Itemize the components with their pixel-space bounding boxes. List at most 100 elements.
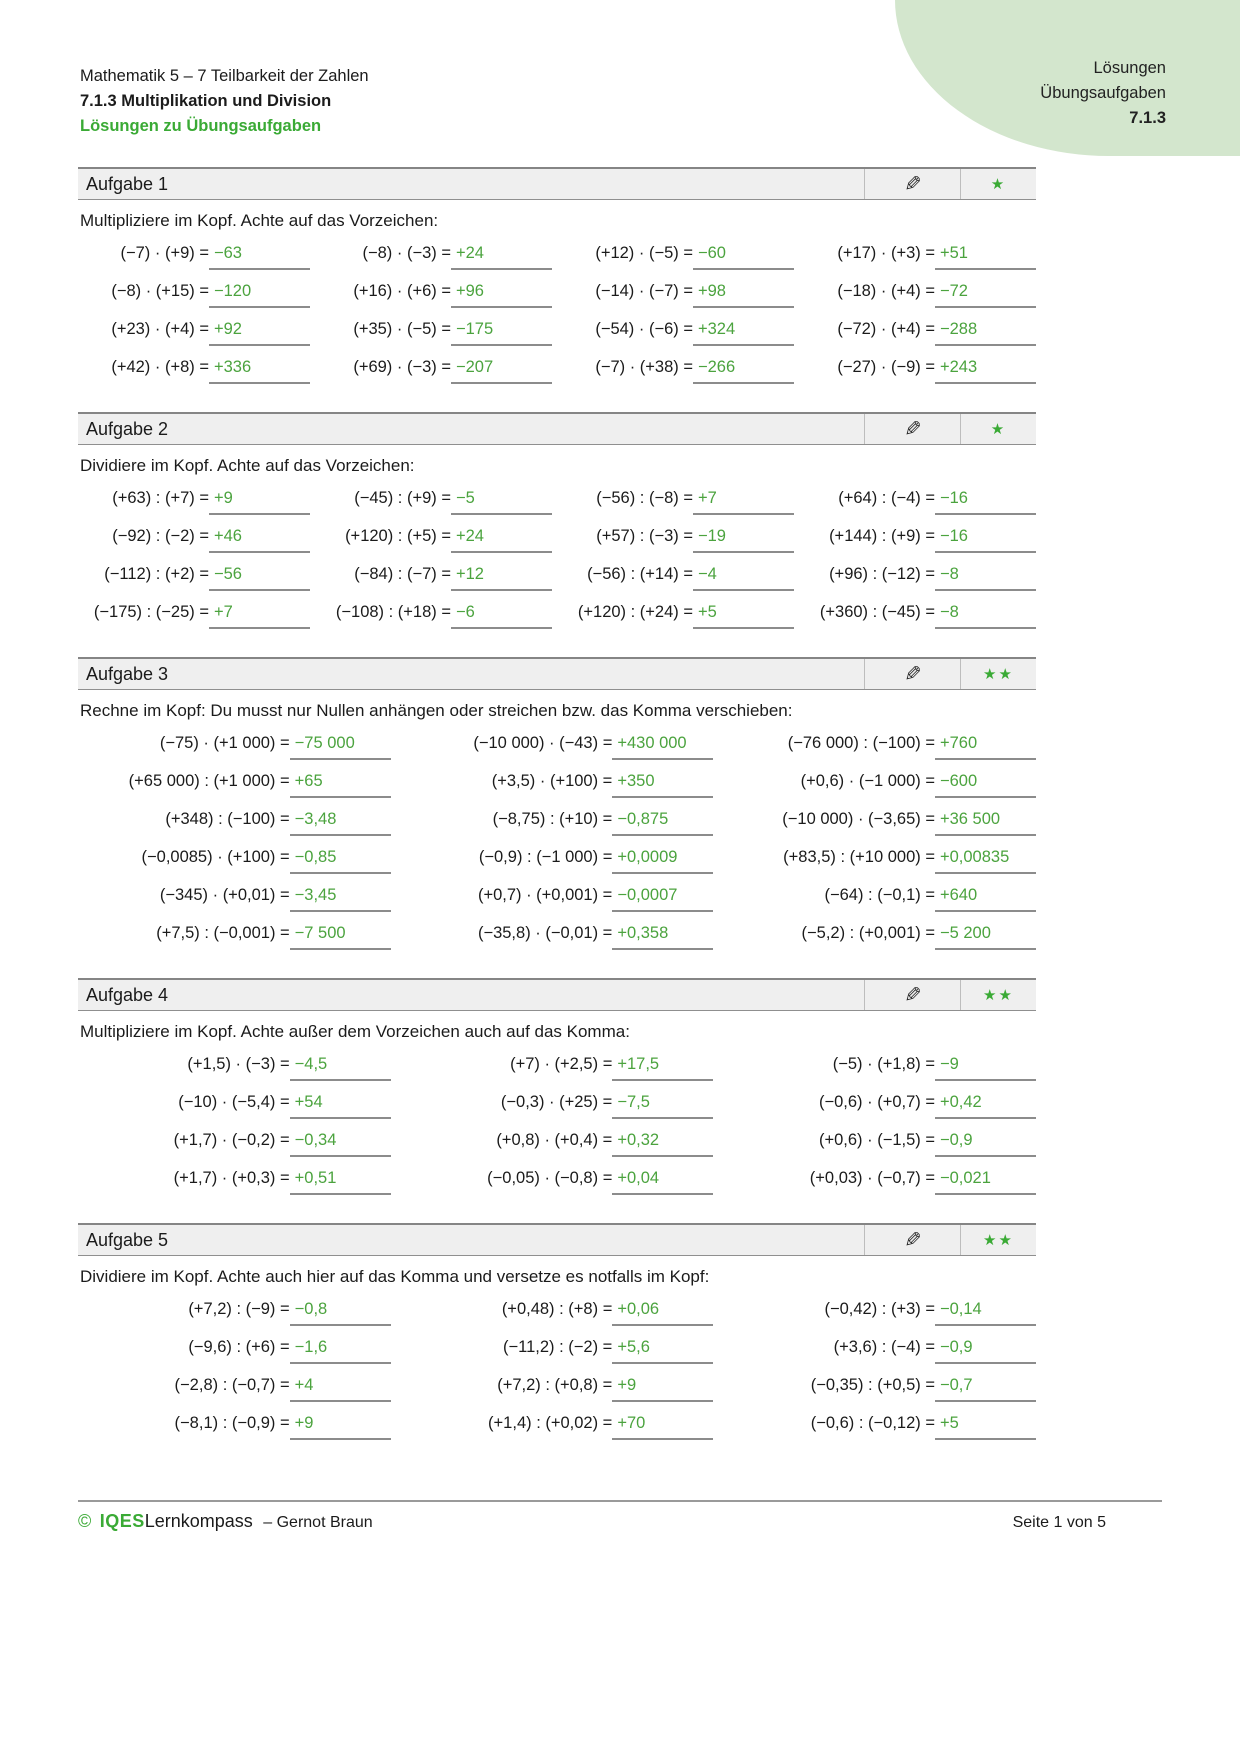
problem-answer: +9 bbox=[612, 1376, 714, 1402]
problem: (−35,8) · (−0,01) = +0,358 bbox=[401, 924, 714, 950]
problem: (+3,6) : (−4) = −0,9 bbox=[723, 1338, 1036, 1364]
problem-expression: (+144) : (+9) = bbox=[829, 527, 935, 545]
course-title: Mathematik 5 – 7 Teilbarkeit der Zahlen bbox=[80, 67, 369, 85]
problem-answer: +7 bbox=[693, 489, 794, 515]
problem-expression: (+16) · (+6) = bbox=[353, 282, 451, 300]
problems-grid: (−7) · (+9) = −63 (−8) · (−3) = +24 (+12) · … bbox=[78, 244, 1036, 384]
problem: (+120) : (+24) = +5 bbox=[562, 603, 794, 629]
problem-expression: (+83,5) : (+10 000) = bbox=[783, 848, 935, 866]
problem-expression: (−0,6) · (+0,7) = bbox=[818, 1093, 935, 1111]
corner-label-uebungsaufgaben: Übungsaufgaben bbox=[1040, 84, 1166, 102]
problem-answer: +65 bbox=[289, 772, 391, 798]
problem-answer: −6 bbox=[451, 603, 552, 629]
problem: (+17) · (+3) = +51 bbox=[804, 244, 1036, 270]
problem: (−7) · (+38) = −266 bbox=[562, 358, 794, 384]
problem-answer: +324 bbox=[693, 320, 794, 346]
problem-answer: +51 bbox=[935, 244, 1036, 270]
problem-answer: +640 bbox=[934, 886, 1036, 912]
problem: (−0,6) · (+0,7) = +0,42 bbox=[723, 1093, 1036, 1119]
problem-expression: (+0,7) · (+0,001) = bbox=[477, 886, 613, 904]
problem: (+57) : (−3) = −19 bbox=[562, 527, 794, 553]
brand-lernkompass: Lernkompass bbox=[144, 1511, 253, 1531]
problem: (+120) : (+5) = +24 bbox=[320, 527, 552, 553]
star-cell: ★ ★ bbox=[960, 1225, 1036, 1255]
problem-expression: (−0,0085) · (+100) = bbox=[141, 848, 290, 866]
problem: (+96) : (−12) = −8 bbox=[804, 565, 1036, 591]
problem-answer: −16 bbox=[935, 527, 1036, 553]
problem-expression: (+1,4) : (+0,02) = bbox=[488, 1414, 613, 1432]
problem: (+83,5) : (+10 000) = +0,00835 bbox=[723, 848, 1036, 874]
pencil-cell: ✎ bbox=[864, 169, 960, 199]
problem-answer: +36 500 bbox=[934, 810, 1036, 836]
tasks-container: Aufgabe 1 ✎ ★ Multipliziere im Kopf. Achte … bbox=[78, 167, 1036, 1440]
problem-expression: (−45) : (+9) = bbox=[354, 489, 451, 507]
problem-answer: −0,85 bbox=[289, 848, 391, 874]
problem-answer: +0,51 bbox=[289, 1169, 391, 1195]
corner-tab: Lösungen Übungsaufgaben 7.1.3 bbox=[895, 0, 1240, 156]
problem-expression: (−76 000) : (−100) = bbox=[787, 734, 935, 752]
problems-grid: (+1,5) · (−3) = −4,5 (+7) · (+2,5) = +17,5(… bbox=[78, 1055, 1036, 1195]
star-icon: ★ bbox=[998, 987, 1014, 1004]
task-instruction: Multipliziere im Kopf. Achte auf das Vor… bbox=[80, 211, 439, 230]
problem: (+7,2) : (−9) = −0,8 bbox=[78, 1300, 391, 1326]
problem-answer: +430 000 bbox=[612, 734, 714, 760]
problem-answer: −600 bbox=[934, 772, 1036, 798]
pencil-cell: ✎ bbox=[864, 659, 960, 689]
problem-expression: (−8) · (+15) = bbox=[111, 282, 209, 300]
problem: (−345) · (+0,01) = −3,45 bbox=[78, 886, 391, 912]
task-instruction: Dividiere im Kopf. Achte auch hier auf d… bbox=[80, 1267, 710, 1286]
problem-expression: (−72) · (+4) = bbox=[837, 320, 935, 338]
problem-answer: +336 bbox=[209, 358, 310, 384]
problem-expression: (−18) · (+4) = bbox=[837, 282, 935, 300]
problems-grid: (+63) : (+7) = +9 (−45) : (+9) = −5 (−56) : … bbox=[78, 489, 1036, 629]
problem-expression: (−10 000) · (−3,65) = bbox=[782, 810, 935, 828]
star-icon: ★ bbox=[983, 1232, 999, 1249]
problem-answer: −4,5 bbox=[289, 1055, 391, 1081]
problem-expression: (−0,35) : (+0,5) = bbox=[810, 1376, 935, 1394]
problem-expression: (−0,42) : (+3) = bbox=[824, 1300, 935, 1318]
problem-answer: +0,32 bbox=[612, 1131, 714, 1157]
problem-answer: +243 bbox=[935, 358, 1036, 384]
problem: (+35) · (−5) = −175 bbox=[320, 320, 552, 346]
problem: (+0,48) : (+8) = +0,06 bbox=[401, 1300, 714, 1326]
pencil-cell: ✎ bbox=[864, 1225, 960, 1255]
problem: (+65 000) : (+1 000) = +65 bbox=[78, 772, 391, 798]
problem-answer: −0,9 bbox=[934, 1338, 1036, 1364]
problem-expression: (−14) · (−7) = bbox=[595, 282, 693, 300]
problem: (−54) · (−6) = +324 bbox=[562, 320, 794, 346]
problem: (+0,03) · (−0,7) = −0,021 bbox=[723, 1169, 1036, 1195]
problem-expression: (−75) · (+1 000) = bbox=[159, 734, 290, 752]
corner-label-loesungen: Lösungen bbox=[1093, 59, 1167, 77]
problem-expression: (−175) : (−25) = bbox=[93, 603, 209, 621]
document-footer: © IQESLernkompass – Gernot Braun Seite 1… bbox=[78, 1500, 1162, 1532]
problem-answer: −0,0007 bbox=[612, 886, 714, 912]
problem-expression: (−27) · (−9) = bbox=[837, 358, 935, 376]
problem-expression: (+17) · (+3) = bbox=[837, 244, 935, 262]
problem-answer: −4 bbox=[693, 565, 794, 591]
problem-expression: (−64) : (−0,1) = bbox=[824, 886, 935, 904]
task-instruction: Dividiere im Kopf. Achte auf das Vorzeic… bbox=[80, 456, 415, 475]
problem-expression: (+1,7) · (+0,3) = bbox=[173, 1169, 290, 1187]
problem: (+7,2) : (+0,8) = +9 bbox=[401, 1376, 714, 1402]
problem-expression: (−7) · (+38) = bbox=[595, 358, 693, 376]
problem: (−10 000) · (−43) = +430 000 bbox=[401, 734, 714, 760]
problem-answer: −0,34 bbox=[289, 1131, 391, 1157]
problem: (+0,7) · (+0,001) = −0,0007 bbox=[401, 886, 714, 912]
problem-expression: (+7) · (+2,5) = bbox=[510, 1055, 613, 1073]
problem-answer: −19 bbox=[693, 527, 794, 553]
problem-answer: +0,358 bbox=[612, 924, 714, 950]
task-instruction: Rechne im Kopf: Du musst nur Nullen anhä… bbox=[80, 701, 793, 720]
task-section: Aufgabe 1 ✎ ★ Multipliziere im Kopf. Achte … bbox=[78, 167, 1036, 384]
problem-answer: +9 bbox=[209, 489, 310, 515]
task-section: Aufgabe 4 ✎ ★ ★ Multipliziere im Kopf. Achte… bbox=[78, 978, 1036, 1195]
problem-expression: (+23) · (+4) = bbox=[111, 320, 209, 338]
problem-answer: −16 bbox=[935, 489, 1036, 515]
task-header-bar: Aufgabe 1 ✎ ★ bbox=[78, 167, 1036, 200]
problem: (−10) · (−5,4) = +54 bbox=[78, 1093, 391, 1119]
problem-answer: +24 bbox=[451, 527, 552, 553]
problem-answer: −0,7 bbox=[934, 1376, 1036, 1402]
problem: (−0,35) : (+0,5) = −0,7 bbox=[723, 1376, 1036, 1402]
task-header-bar: Aufgabe 5 ✎ ★ ★ bbox=[78, 1223, 1036, 1256]
problem-answer: +5 bbox=[934, 1414, 1036, 1440]
